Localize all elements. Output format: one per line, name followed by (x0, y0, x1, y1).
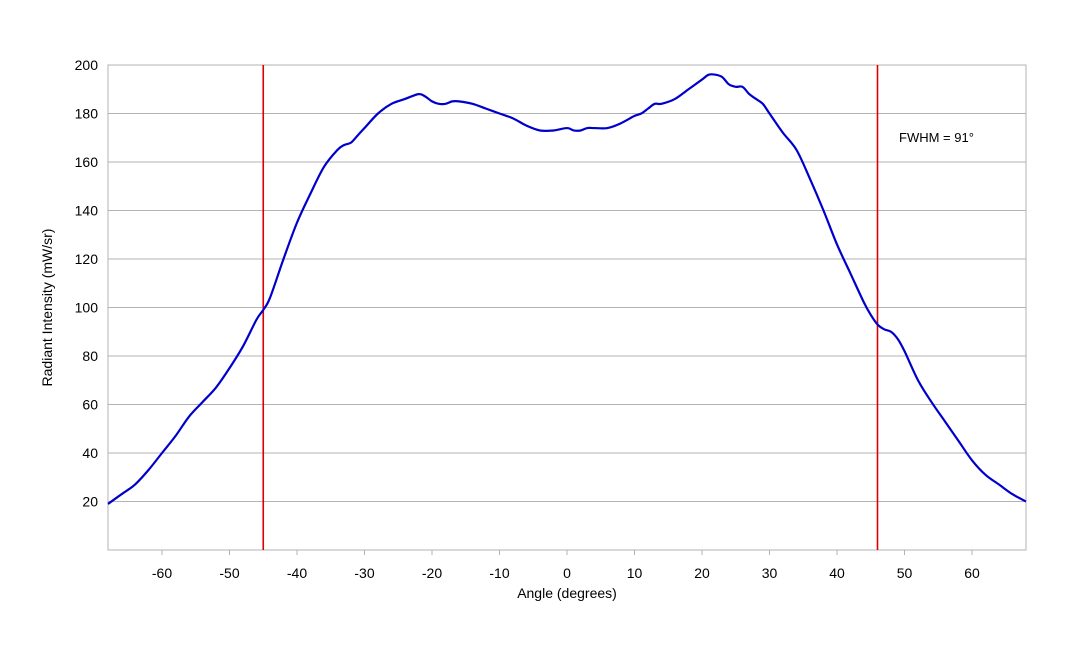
y-tick-label: 20 (82, 494, 98, 510)
series-layer (107, 73, 1027, 505)
fwhm-markers (262, 65, 879, 550)
x-tick-label: -50 (219, 565, 239, 581)
x-tick-label: 30 (762, 565, 778, 581)
y-tick-label: 160 (75, 154, 99, 170)
x-tick-label: -60 (152, 565, 172, 581)
series-line (107, 73, 1027, 505)
x-axis-ticks: -60 -50 -40 -30 -20 -10 0 10 20 30 40 50 60 (152, 550, 980, 581)
y-tick-label: 180 (75, 106, 99, 122)
y-tick-label: 200 (75, 57, 99, 73)
x-tick-label: 60 (964, 565, 980, 581)
y-axis-title: Radiant Intensity (mW/sr) (39, 229, 55, 387)
grid-lines (108, 64, 1026, 502)
x-tick-label: -30 (354, 565, 374, 581)
x-tick-label: 0 (563, 565, 571, 581)
x-tick-label: -40 (287, 565, 307, 581)
y-tick-label: 120 (75, 251, 99, 267)
x-tick-label: 50 (897, 565, 913, 581)
x-tick-label: -10 (489, 565, 509, 581)
x-axis-title: Angle (degrees) (517, 585, 617, 601)
y-tick-label: 140 (75, 203, 99, 219)
x-tick-label: 20 (694, 565, 710, 581)
y-axis-ticks: 20 40 60 80 100 120 140 160 180 200 (75, 57, 99, 510)
x-tick-label: 40 (829, 565, 845, 581)
y-tick-label: 80 (82, 348, 98, 364)
x-tick-label: 10 (627, 565, 643, 581)
y-tick-label: 100 (75, 300, 99, 316)
y-tick-label: 40 (82, 445, 98, 461)
fwhm-annotation: FWHM = 91° (899, 130, 974, 145)
y-tick-label: 60 (82, 397, 98, 413)
x-tick-label: -20 (422, 565, 442, 581)
